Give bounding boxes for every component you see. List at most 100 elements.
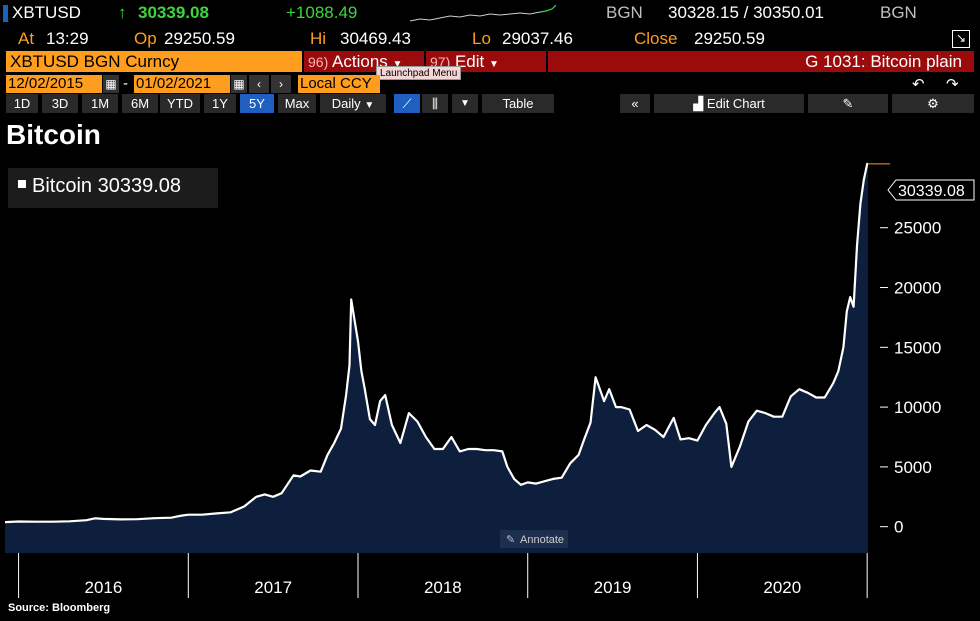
- chevron-down-icon: ▼: [364, 100, 375, 111]
- candlestick-icon[interactable]: ⫼: [422, 94, 448, 113]
- collapse-icon[interactable]: «: [620, 94, 650, 113]
- series-line-bitcoin[interactable]: [4, 162, 869, 524]
- range-label: 1D: [13, 96, 31, 111]
- source-note: Source: Bloomberg: [8, 602, 111, 614]
- edit-label: Edit: [454, 52, 485, 71]
- calendar-icon[interactable]: ▦: [231, 75, 247, 93]
- currency-select[interactable]: Local CCY ▼: [298, 75, 380, 109]
- table-button[interactable]: Table: [482, 94, 554, 113]
- last-price: 30339.08: [138, 3, 209, 22]
- redo-icon[interactable]: ↷: [946, 76, 959, 93]
- up-arrow-icon: ↑: [118, 3, 127, 22]
- start-date-field[interactable]: 12/02/2015: [6, 75, 102, 93]
- range-button-1m[interactable]: 1M: [82, 94, 118, 113]
- open-value: 29250.59: [164, 29, 235, 48]
- chevron-left-icon[interactable]: ‹: [249, 75, 269, 93]
- range-label: 5Y: [249, 96, 265, 111]
- range-button-1d[interactable]: 1D: [6, 94, 38, 113]
- chart-title: Bitcoin: [6, 119, 101, 150]
- currency-label: Local CCY: [300, 75, 372, 92]
- open-label: Op: [134, 29, 157, 48]
- range-label: Max: [284, 96, 310, 111]
- start-date: 12/02/2015: [8, 75, 84, 92]
- security-name: XBTUSD BGN Curncy: [10, 52, 180, 71]
- chevron-down-icon: ▼: [392, 59, 403, 70]
- price-source: BGN: [606, 3, 643, 22]
- y-tick-label: 15000: [894, 338, 941, 357]
- menu-row: XBTUSD BGN Curncy 96) Actions ▼ 97) Edit…: [0, 51, 980, 80]
- y-axis: 0 5000 10000 15000 20000 25000: [880, 219, 941, 537]
- actions-number: 96): [308, 54, 329, 70]
- annotate-label: Annotate: [520, 534, 564, 546]
- close-value: 29250.59: [694, 29, 765, 48]
- frequency-select[interactable]: Daily ▼: [320, 94, 386, 113]
- security-field[interactable]: XBTUSD BGN Curncy: [6, 51, 302, 72]
- annotate-button[interactable]: ✎ Annotate: [500, 530, 568, 548]
- range-button-ytd[interactable]: YTD: [160, 94, 200, 113]
- at-label: At: [18, 29, 35, 48]
- x-tick-label: 2017: [254, 578, 292, 597]
- low-label: Lo: [472, 29, 491, 48]
- launchpad-tooltip: Launchpad Menu: [376, 66, 462, 80]
- bid-ask: 30328.15 / 30350.01: [668, 3, 824, 22]
- range-button-1y[interactable]: 1Y: [204, 94, 236, 113]
- low-value: 29037.46: [502, 29, 573, 48]
- y-tick-label: 25000: [894, 219, 941, 238]
- legend-box: [8, 168, 218, 208]
- table-label: Table: [502, 96, 534, 111]
- stats-row: At 13:29 Op 29250.59 Hi 30469.43 Lo 2903…: [0, 28, 980, 50]
- x-tick-label: 2019: [594, 578, 632, 597]
- pencil-icon[interactable]: ✎: [808, 94, 888, 113]
- date-dash: -: [123, 75, 128, 92]
- line-chart-icon[interactable]: ⟋: [394, 94, 420, 113]
- x-axis: 2016 2017 2018 2019 2020: [18, 553, 868, 598]
- tooltip-text: Launchpad Menu: [380, 68, 458, 79]
- range-label: 3D: [51, 96, 69, 111]
- close-label: Close: [634, 29, 678, 48]
- range-label: 1Y: [212, 96, 228, 111]
- frequency-label: Daily: [331, 96, 361, 111]
- end-date-field[interactable]: 01/02/2021: [134, 75, 230, 93]
- range-button-5y[interactable]: 5Y: [240, 94, 274, 113]
- actions-label: Actions: [332, 52, 388, 71]
- high-value: 30469.43: [340, 29, 411, 48]
- area-group: [4, 162, 890, 553]
- range-label: 6M: [130, 96, 150, 111]
- actions-menu-button[interactable]: 96) Actions ▼: [304, 51, 424, 72]
- bar-chart-icon: ▟: [693, 96, 704, 111]
- chart-id: G 1031: Bitcoin plain: [805, 52, 962, 71]
- range-button-3d[interactable]: 3D: [42, 94, 78, 113]
- series-area-bitcoin: [5, 163, 868, 553]
- y-tick-label: 10000: [894, 398, 941, 417]
- range-button-6m[interactable]: 6M: [122, 94, 158, 113]
- at-value: 13:29: [46, 29, 89, 48]
- last-value-label: 30339.08: [898, 183, 965, 200]
- edit-chart-button[interactable]: ▟ Edit Chart: [654, 94, 804, 113]
- x-tick-label: 2016: [85, 578, 123, 597]
- chevron-right-icon[interactable]: ›: [271, 75, 291, 93]
- range-label: YTD: [167, 96, 193, 111]
- price-change: +1088.49: [286, 3, 358, 22]
- price-source-2: BGN: [880, 3, 917, 22]
- ticker-marker: [3, 5, 8, 22]
- chart-id-bar: G 1031: Bitcoin plain: [548, 51, 974, 72]
- undo-icon[interactable]: ↶: [912, 76, 925, 93]
- intraday-sparkline: [409, 4, 556, 22]
- end-date: 01/02/2021: [136, 75, 212, 92]
- x-tick-label: 2018: [424, 578, 462, 597]
- ticker-symbol[interactable]: XBTUSD: [12, 3, 81, 22]
- pencil-icon: ✎: [506, 533, 515, 546]
- y-tick-label: 5000: [894, 458, 932, 477]
- high-label: Hi: [310, 29, 327, 48]
- range-label: 1M: [90, 96, 110, 111]
- y-tick-label: 0: [894, 518, 903, 537]
- calendar-icon[interactable]: ▦: [103, 75, 119, 93]
- chevron-down-icon[interactable]: ▼: [452, 94, 478, 113]
- range-button-max[interactable]: Max: [278, 94, 316, 113]
- edit-chart-label: Edit Chart: [706, 96, 765, 111]
- last-value-marker: 30339.08: [887, 179, 975, 201]
- gear-icon[interactable]: ⚙: [892, 94, 974, 113]
- ticker-row: XBTUSD ↑ 30339.08 +1088.49 BGN 30328.15 …: [0, 2, 980, 24]
- popout-icon[interactable]: ↘: [952, 30, 970, 48]
